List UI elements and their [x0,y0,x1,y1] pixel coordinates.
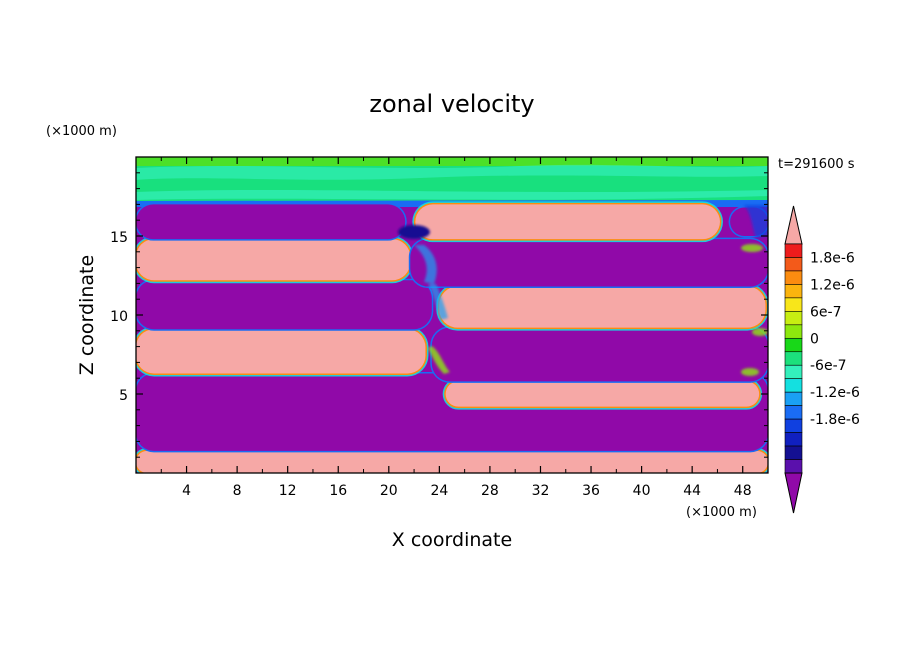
colorbar-swatch [784,243,803,258]
y-axis-ticks: 5 10 15 [110,172,768,458]
colorbar-swatch [784,364,803,380]
velocity-cell-8 [430,326,768,383]
colorbar-label: 1.2e-6 [810,277,855,293]
x-tick-label: 44 [683,483,701,499]
velocity-cell-1 [136,447,768,473]
x-tick-label: 8 [233,483,242,499]
colorbar-label: -1.2e-6 [810,385,860,401]
colorbar-swatch [784,432,803,447]
x-tick-label: 4 [182,483,191,499]
x-tick-label: 36 [582,483,600,499]
y-tick-label: 5 [119,388,128,404]
x-tick-label: 12 [279,483,297,499]
colorbar-swatch [784,459,803,474]
x-axis-label: X coordinate [392,529,512,551]
x-tick-label: 48 [734,483,752,499]
y-tick-label: 10 [110,309,128,325]
frontal-zones [398,205,768,376]
colorbar-swatch [784,297,803,312]
x-units-label: (×1000 m) [686,505,757,520]
colorbar-label: -6e-7 [810,358,847,374]
colorbar-swatch [784,418,803,433]
x-tick-label: 16 [329,483,347,499]
colorbar-swatch [784,257,803,272]
velocity-cell-10 [408,237,768,289]
colorbar-swatch [784,351,803,366]
colorbar-label: 1.8e-6 [810,250,855,266]
y-units-label: (×1000 m) [46,124,117,139]
velocity-cell-5 [136,236,414,284]
velocity-cell-4 [136,278,434,331]
colorbar-label: 0 [810,331,819,347]
colorbar-swatch [784,270,803,285]
x-axis-ticks: 4 8 12 16 20 24 28 32 36 40 44 48 [160,157,752,499]
colorbar-label: 6e-7 [810,304,841,320]
x-tick-label: 20 [380,483,398,499]
velocity-cell-6 [136,202,407,241]
colorbar-swatch [784,405,803,420]
velocity-cell-7 [442,378,763,410]
chart-title: zonal velocity [369,90,534,118]
colorbar-max-arrow [784,205,803,245]
x-tick-label: 28 [481,483,499,499]
velocity-cell-11 [412,201,723,243]
time-label: t=291600 s [778,157,855,172]
colorbar-label: -1.8e-6 [810,412,860,428]
colorbar-swatch [784,378,803,393]
y-axis-label: Z coordinate [76,255,98,375]
colorbar-min-arrow [784,472,803,514]
colorbar-swatch [784,324,803,339]
velocity-cell-9 [436,283,768,331]
colorbar: 1.8e-6 1.2e-6 6e-7 0 -6e-7 -1.2e-6 -1.8e-6 [784,205,860,514]
colorbar-swatch [784,311,803,326]
colorbar-swatch [784,284,803,299]
x-tick-label: 40 [633,483,651,499]
colorbar-swatch [784,391,803,406]
plot-area [136,157,768,473]
x-tick-label: 32 [532,483,550,499]
velocity-cells [136,201,768,473]
colorbar-swatch [784,337,803,353]
colorbar-swatch [784,445,803,460]
velocity-cell-3 [136,326,429,377]
y-tick-label: 15 [110,230,128,246]
x-tick-label: 24 [430,483,448,499]
upper-layer [136,157,768,207]
